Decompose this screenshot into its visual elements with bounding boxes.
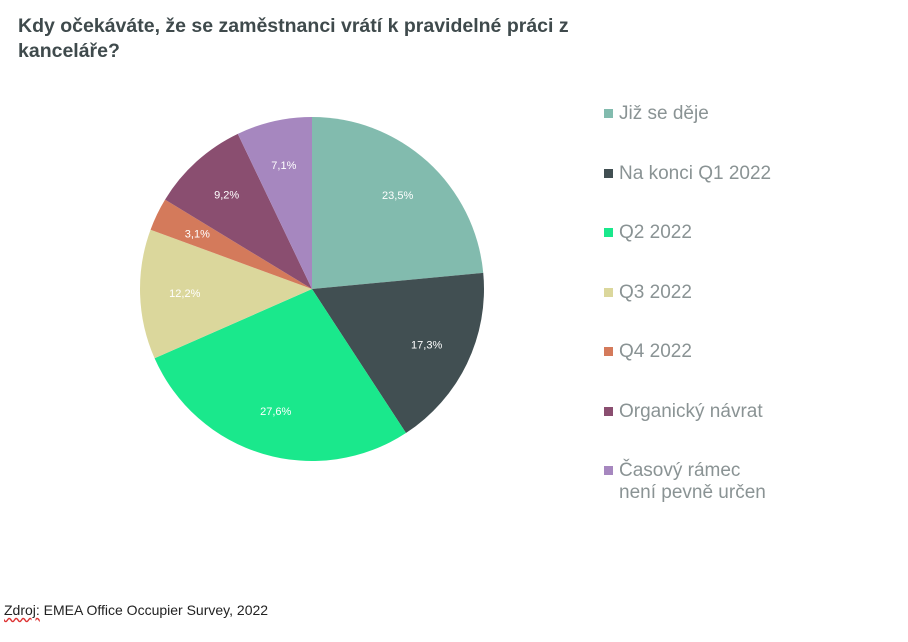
legend-label-2: Q2 2022 <box>619 222 692 243</box>
legend-label-6: Časový rámec není pevně určen <box>619 460 766 503</box>
legend-label-1: Na konci Q1 2022 <box>619 162 772 184</box>
pie-slice-4 <box>150 199 312 289</box>
legend-label-0: Již se děje <box>619 103 709 124</box>
legend-swatch-5 <box>604 406 613 416</box>
slice-label-6: 7,1% <box>271 160 296 172</box>
legend-swatch-4 <box>604 347 613 356</box>
legend-swatch-0 <box>604 109 613 118</box>
slice-label-4: 3,1% <box>185 229 210 241</box>
pie-slice-0 <box>312 117 484 289</box>
legend-swatch-6 <box>604 466 613 475</box>
pie-slice-6 <box>237 117 312 289</box>
legend-swatch-3 <box>604 287 613 297</box>
pie-slice-1 <box>312 272 484 434</box>
legend-label-4: Q4 2022 <box>619 341 692 362</box>
legend-swatch-1 <box>604 168 613 178</box>
source-text: EMEA Office Occupier Survey, 2022 <box>39 602 269 618</box>
legend-swatch-2 <box>604 228 613 237</box>
pie-slice-2 <box>154 289 406 461</box>
slice-label-1: 17,3% <box>411 339 442 351</box>
source-note: Zdroj: EMEA Office Occupier Survey, 2022 <box>4 602 268 618</box>
chart-title: Kdy očekáváte, že se zaměstnanci vrátí k… <box>18 15 569 62</box>
pie-slice-3 <box>140 229 312 359</box>
slice-label-5: 9,2% <box>214 190 239 202</box>
slice-label-3: 12,2% <box>169 288 200 300</box>
pie-slice-5 <box>165 133 312 289</box>
slice-label-2: 27,6% <box>260 406 291 418</box>
legend-label-5: Organický návrat <box>619 400 763 422</box>
slice-label-0: 23,5% <box>382 190 413 202</box>
source-label: Zdroj: <box>4 602 40 618</box>
legend-label-3: Q3 2022 <box>619 281 692 303</box>
